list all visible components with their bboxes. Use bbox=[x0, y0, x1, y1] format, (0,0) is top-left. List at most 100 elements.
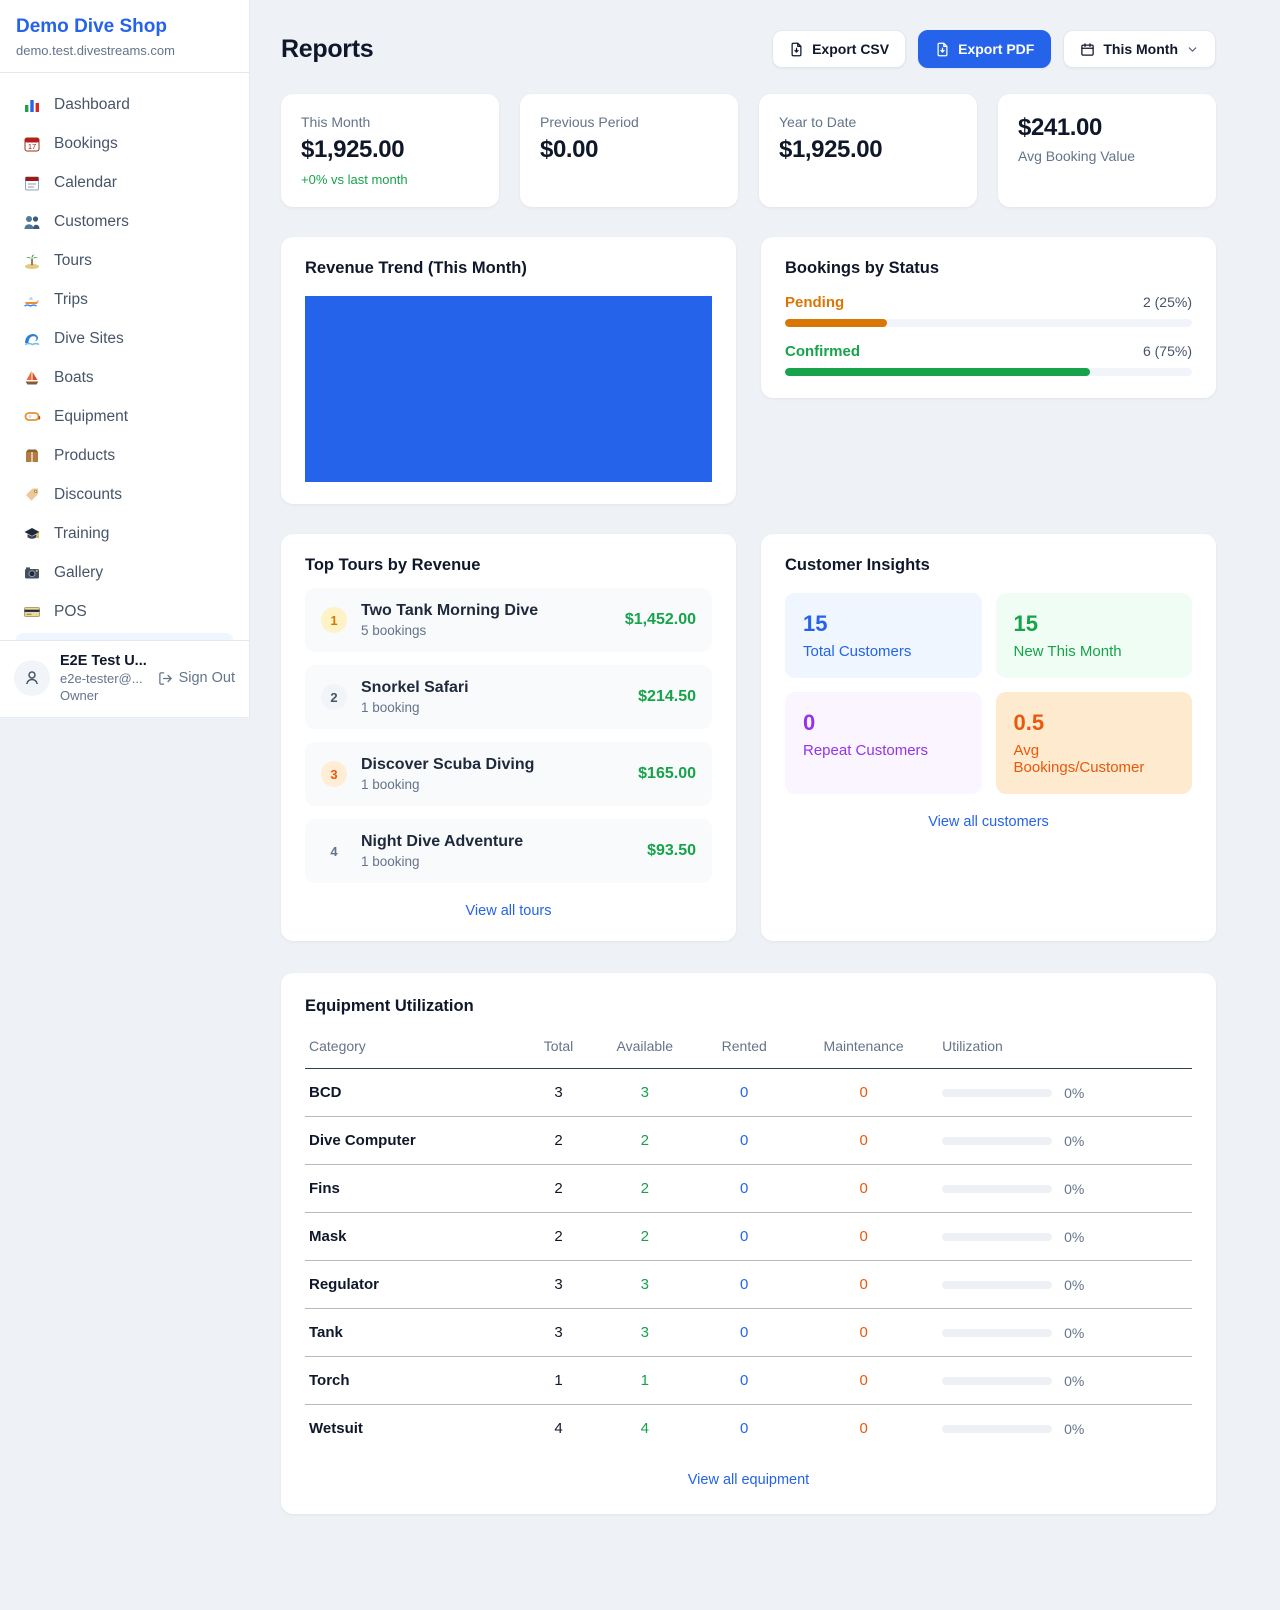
sidebar-item-trips[interactable]: Trips bbox=[8, 280, 241, 319]
insight-number: 15 bbox=[803, 611, 828, 636]
insight-grid: 15 Total Customers 15 New This Month 0 R… bbox=[785, 593, 1192, 794]
sidebar-item-label: Dashboard bbox=[54, 95, 130, 113]
stat-value: $0.00 bbox=[540, 136, 599, 163]
table-header-row: Category Total Available Rented Maintena… bbox=[305, 1030, 1192, 1069]
cell-maintenance: 0 bbox=[859, 1084, 868, 1101]
sidebar-item-label: Customers bbox=[54, 212, 129, 230]
cell-total: 3 bbox=[554, 1324, 563, 1341]
sign-out-button[interactable]: Sign Out bbox=[158, 670, 235, 686]
sidebar-item-products[interactable]: Products bbox=[8, 436, 241, 475]
sidebar-item-label: Gallery bbox=[54, 563, 104, 581]
tour-row[interactable]: 2 Snorkel Safari 1 booking $214.50 bbox=[305, 665, 712, 729]
revenue-bar bbox=[305, 296, 712, 482]
cell-rented: 0 bbox=[740, 1132, 749, 1149]
cell-available: 2 bbox=[640, 1228, 649, 1245]
sidebar-item-dashboard[interactable]: Dashboard bbox=[8, 85, 241, 124]
insight-tile-total-customers: 15 Total Customers bbox=[785, 593, 982, 678]
cell-rented: 0 bbox=[740, 1324, 749, 1341]
cell-maintenance: 0 bbox=[859, 1228, 868, 1245]
sidebar-item-label: Trips bbox=[54, 290, 88, 308]
sidebar-item-label: Equipment bbox=[54, 407, 129, 425]
rank-badge: 1 bbox=[321, 607, 347, 633]
insight-tile-new-this-month: 15 New This Month bbox=[995, 593, 1192, 678]
tour-bookings: 1 booking bbox=[361, 777, 420, 792]
graduation-cap-icon bbox=[22, 524, 41, 543]
stat-label: This Month bbox=[301, 114, 371, 130]
calendar-pad-icon bbox=[22, 173, 41, 192]
revenue-trend-title: Revenue Trend (This Month) bbox=[305, 259, 527, 277]
stat-value: $1,925.00 bbox=[301, 136, 405, 163]
svg-text:17: 17 bbox=[27, 142, 35, 151]
status-row-pending: Pending 2 (25%) bbox=[785, 294, 1192, 327]
utilization-bar bbox=[942, 1328, 1053, 1337]
utilization-pct: 0% bbox=[1064, 1084, 1085, 1101]
insight-label: Total Customers bbox=[803, 643, 912, 660]
file-download-icon bbox=[791, 42, 802, 56]
credit-card-icon bbox=[22, 602, 41, 621]
tour-revenue: $165.00 bbox=[638, 765, 696, 782]
sidebar-item-boats[interactable]: Boats bbox=[8, 358, 241, 397]
progress-fill bbox=[785, 368, 1091, 376]
bookings-by-status-card: Bookings by Status Pending 2 (25%) Confi… bbox=[761, 237, 1216, 398]
sidebar-item-training[interactable]: Training bbox=[8, 514, 241, 553]
view-all-tours-link[interactable]: View all tours bbox=[465, 903, 552, 919]
sidebar-item-tours[interactable]: Tours bbox=[8, 241, 241, 280]
tour-row[interactable]: 1 Two Tank Morning Dive 5 bookings $1,45… bbox=[305, 588, 712, 652]
cell-rented: 0 bbox=[740, 1228, 749, 1245]
cell-category: BCD bbox=[309, 1084, 342, 1101]
status-count: 2 (25%) bbox=[1142, 294, 1192, 310]
top-tours-title: Top Tours by Revenue bbox=[305, 556, 481, 574]
file-download-icon bbox=[937, 42, 948, 56]
col-maintenance: Maintenance bbox=[823, 1038, 904, 1054]
period-select[interactable]: This Month bbox=[1063, 30, 1216, 68]
cell-category: Torch bbox=[309, 1372, 350, 1389]
tour-revenue: $214.50 bbox=[638, 688, 696, 705]
table-row: BCD 3 3 0 0 0% bbox=[305, 1069, 1192, 1117]
col-rented: Rented bbox=[721, 1038, 767, 1054]
user-panel: E2E Test U... e2e-tester@... Owner Sign … bbox=[0, 640, 249, 717]
cell-rented: 0 bbox=[740, 1276, 749, 1293]
table-row: Dive Computer 2 2 0 0 0% bbox=[305, 1117, 1192, 1165]
export-csv-label: Export CSV bbox=[812, 41, 890, 57]
sidebar-item-equipment[interactable]: Equipment bbox=[8, 397, 241, 436]
sidebar-item-gallery[interactable]: Gallery bbox=[8, 553, 241, 592]
user-email: e2e-tester@... bbox=[60, 671, 143, 686]
progress-fill bbox=[785, 319, 887, 327]
cell-maintenance: 0 bbox=[859, 1324, 868, 1341]
view-all-equipment-link[interactable]: View all equipment bbox=[687, 1472, 810, 1488]
cell-category: Tank bbox=[309, 1324, 343, 1341]
sidebar-item-customers[interactable]: Customers bbox=[8, 202, 241, 241]
customer-insights-card: Customer Insights 15 Total Customers 15 … bbox=[761, 534, 1216, 941]
cell-total: 3 bbox=[554, 1084, 563, 1101]
sidebar-item-calendar[interactable]: Calendar bbox=[8, 163, 241, 202]
tour-bookings: 5 bookings bbox=[361, 623, 427, 638]
stat-card-this-month: This Month $1,925.00 +0% vs last month bbox=[281, 94, 499, 207]
shop-name-link[interactable]: Demo Dive Shop bbox=[16, 16, 167, 37]
sidebar-item-pos[interactable]: POS bbox=[8, 592, 241, 631]
sidebar-item-bookings[interactable]: 17 Bookings bbox=[8, 124, 241, 163]
sidebar-item-label: Discounts bbox=[54, 485, 123, 503]
cell-available: 2 bbox=[640, 1180, 649, 1197]
status-label: Confirmed bbox=[785, 343, 860, 360]
tour-row[interactable]: 4 Night Dive Adventure 1 booking $93.50 bbox=[305, 819, 712, 883]
sign-out-label: Sign Out bbox=[178, 670, 235, 686]
insight-tile-avg-bookings: 0.5 Avg Bookings/Customer bbox=[995, 692, 1192, 794]
cell-rented: 0 bbox=[740, 1084, 749, 1101]
avatar bbox=[14, 660, 50, 696]
tour-bookings: 1 booking bbox=[361, 700, 420, 715]
export-pdf-button[interactable]: Export PDF bbox=[918, 30, 1052, 68]
sidebar-item-label: POS bbox=[54, 602, 87, 620]
period-label: This Month bbox=[1103, 41, 1178, 57]
table-row: Fins 2 2 0 0 0% bbox=[305, 1165, 1192, 1213]
insight-number: 15 bbox=[1013, 611, 1038, 636]
sidebar-item-dive-sites[interactable]: Dive Sites bbox=[8, 319, 241, 358]
insight-label: Repeat Customers bbox=[803, 742, 929, 759]
tour-row[interactable]: 3 Discover Scuba Diving 1 booking $165.0… bbox=[305, 742, 712, 806]
people-icon bbox=[22, 212, 41, 231]
export-csv-button[interactable]: Export CSV bbox=[772, 30, 907, 68]
view-all-customers-link[interactable]: View all customers bbox=[928, 814, 1049, 830]
calendar-date-icon: 17 bbox=[22, 134, 41, 153]
sidebar-item-discounts[interactable]: Discounts bbox=[8, 475, 241, 514]
bar-chart-icon bbox=[22, 95, 41, 114]
rank-badge: 3 bbox=[321, 761, 347, 787]
